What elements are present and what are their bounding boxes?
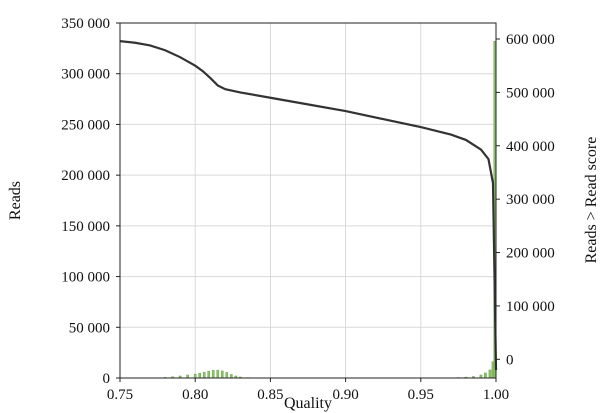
histogram-bar bbox=[193, 373, 197, 379]
histogram-bar bbox=[211, 370, 215, 379]
x-axis-label: Quality bbox=[284, 395, 332, 412]
y2-tick-label: 0 bbox=[506, 352, 514, 368]
y2-axis-ticks: 0 100 000 200 000 300 000 400 000 500 000 600 … bbox=[496, 32, 555, 368]
y-tick-label: 350 000 bbox=[61, 16, 110, 32]
histogram-bar bbox=[220, 370, 224, 379]
x-axis-ticks: 0.75 0.80 0.85 0.90 0.95 1.00 bbox=[107, 378, 509, 403]
y2-tick-label: 300 000 bbox=[506, 192, 555, 208]
y2-tick-label: 100 000 bbox=[506, 299, 555, 315]
y2-tick-label: 400 000 bbox=[506, 139, 555, 155]
plot-frame bbox=[119, 22, 497, 379]
histogram-bar bbox=[225, 372, 229, 379]
y-axis-label: Reads bbox=[7, 181, 24, 220]
grid-lines bbox=[119, 22, 497, 379]
y-tick-label: 250 000 bbox=[61, 117, 110, 133]
y-tick-label: 200 000 bbox=[61, 168, 110, 184]
x-tick-label: 0.95 bbox=[408, 387, 434, 403]
y2-tick-label: 200 000 bbox=[506, 246, 555, 262]
y-tick-label: 50 000 bbox=[69, 320, 110, 336]
histogram-bar bbox=[484, 372, 487, 379]
y2-tick-label: 600 000 bbox=[506, 32, 555, 48]
reads-above-score-curve bbox=[119, 40, 498, 371]
y2-axis-label: Reads > Read score bbox=[583, 137, 600, 264]
histogram-bar bbox=[488, 369, 492, 379]
y-tick-label: 100 000 bbox=[61, 270, 110, 286]
y-tick-label: 0 bbox=[103, 371, 111, 387]
histogram-bar bbox=[216, 369, 220, 379]
x-tick-label: 0.85 bbox=[257, 387, 283, 403]
y-tick-label: 150 000 bbox=[61, 219, 110, 235]
y-axis-ticks: 0 50 000 100 000 150 000 200 000 250 000 300 0… bbox=[61, 16, 120, 387]
y2-tick-label: 500 000 bbox=[506, 85, 555, 101]
x-tick-label: 0.80 bbox=[182, 387, 208, 403]
y-tick-label: 300 000 bbox=[61, 67, 110, 83]
histogram-bar bbox=[207, 370, 211, 379]
x-tick-label: 1.00 bbox=[483, 387, 509, 403]
histogram-bar bbox=[202, 371, 206, 379]
histogram-bar bbox=[229, 374, 233, 379]
x-tick-label: 0.90 bbox=[332, 387, 358, 403]
histogram-bar bbox=[198, 372, 202, 379]
x-tick-label: 0.75 bbox=[107, 387, 133, 403]
